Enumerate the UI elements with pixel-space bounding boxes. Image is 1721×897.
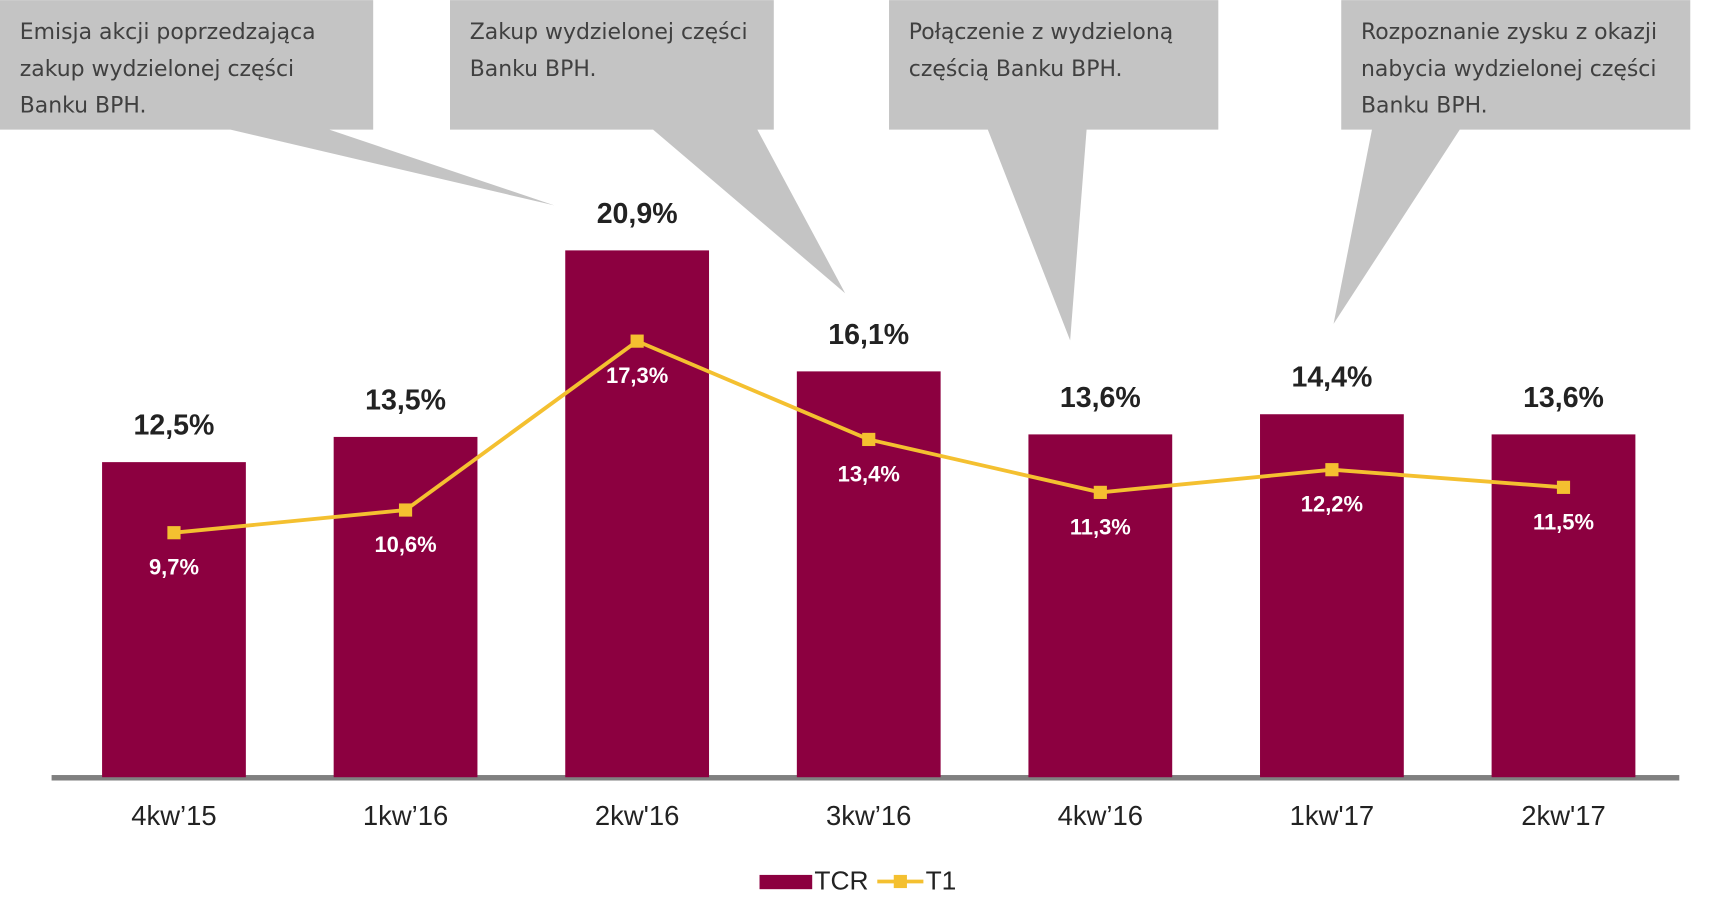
x-tick-label: 1kw’16 [363, 800, 448, 831]
x-tick-label: 4kw’16 [1058, 800, 1143, 831]
callout-box [0, 0, 555, 206]
line-value-label: 17,3% [606, 363, 668, 388]
callout-box [1333, 0, 1691, 324]
callout-text: Banku BPH. [1361, 94, 1488, 119]
callout-text: nabycia wydzielonej części [1361, 57, 1656, 82]
line-marker [167, 526, 181, 540]
callout-text: Banku BPH. [470, 57, 597, 82]
line-value-label: 11,5% [1533, 509, 1594, 534]
callout-text: zakup wydzielonej części [20, 57, 294, 82]
bar-value-label: 13,6% [1523, 382, 1604, 414]
bar-value-label: 16,1% [828, 319, 909, 351]
bar [102, 462, 246, 778]
line-value-label: 12,2% [1301, 492, 1363, 517]
x-tick-label: 2kw'17 [1521, 800, 1606, 831]
callout-text: częścią Banku BPH. [909, 57, 1123, 82]
legend-swatch [759, 874, 813, 890]
x-tick-label: 4kw’15 [131, 800, 216, 831]
line-marker [1093, 485, 1107, 499]
callout-text: Zakup wydzielonej części [470, 20, 748, 45]
bar [333, 436, 478, 778]
line-marker [1556, 480, 1571, 494]
legend-swatch [893, 874, 907, 889]
line-marker [1325, 463, 1339, 477]
x-tick-label: 2kw'16 [595, 800, 680, 831]
callouts [0, 0, 1691, 341]
line-value-label: 10,6% [374, 532, 436, 557]
line-value-label: 9,7% [149, 555, 199, 580]
bar [565, 250, 710, 778]
baseline [51, 775, 1680, 781]
line-value-label: 13,4% [838, 461, 900, 486]
callout-box [889, 0, 1219, 341]
bar-value-label: 14,4% [1291, 362, 1372, 394]
bar-value-label: 12,5% [134, 410, 215, 442]
line-marker [862, 432, 876, 447]
callout-box [450, 0, 846, 294]
callout-text: Banku BPH. [20, 94, 147, 119]
callout-text: Połączenie z wydzieloną [909, 20, 1173, 45]
bar-value-label: 13,5% [365, 384, 446, 416]
bar [796, 371, 941, 778]
line-value-label: 11,3% [1070, 514, 1131, 539]
bar-value-label: 20,9% [597, 198, 678, 230]
x-tick-label: 3kw’16 [826, 800, 911, 831]
x-tick-label: 1kw'17 [1290, 800, 1375, 831]
legend-label: T1 [926, 866, 957, 896]
legend-label: TCR [814, 866, 868, 896]
line-marker [630, 334, 644, 348]
line-marker [398, 503, 413, 517]
callout-text: Emisja akcji poprzedzająca [20, 20, 316, 45]
callout-text: Rozpoznanie zysku z okazji [1361, 20, 1657, 45]
bar-value-label: 13,6% [1060, 382, 1141, 414]
